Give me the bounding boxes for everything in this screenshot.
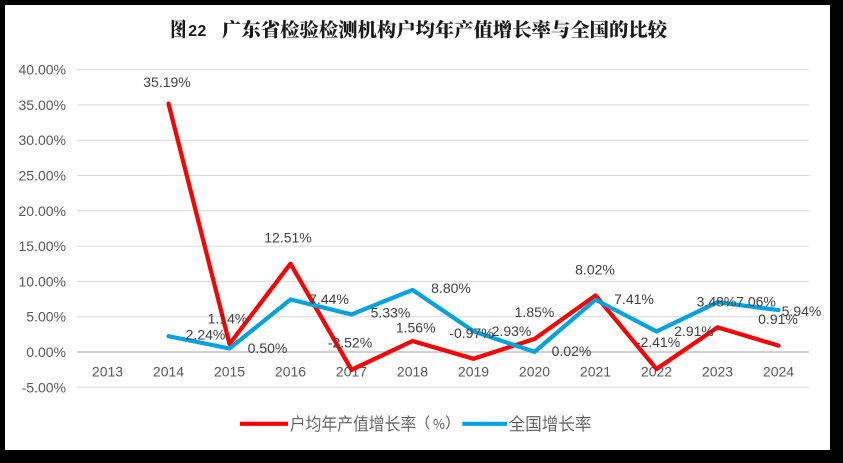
svg-text:-0.97%: -0.97% [449,325,493,341]
svg-text:7.41%: 7.41% [614,291,654,307]
svg-text:-2.52%: -2.52% [328,335,372,351]
svg-text:1.56%: 1.56% [396,320,436,336]
svg-text:7.06%: 7.06% [736,294,776,310]
svg-text:2023: 2023 [702,364,733,380]
svg-text:35.00%: 35.00% [19,97,66,113]
svg-text:22: 22 [188,23,206,40]
svg-text:2020: 2020 [519,364,550,380]
svg-text:0.00%: 0.00% [26,344,66,360]
svg-text:2021: 2021 [580,364,611,380]
svg-text:2013: 2013 [92,364,123,380]
svg-text:35.19%: 35.19% [143,74,190,90]
svg-text:10.00%: 10.00% [19,273,66,289]
svg-text:0.02%: 0.02% [552,343,592,359]
svg-text:7.44%: 7.44% [309,291,349,307]
svg-text:20.00%: 20.00% [19,203,66,219]
svg-text:25.00%: 25.00% [19,168,66,184]
svg-text:2022: 2022 [641,364,672,380]
svg-text:2019: 2019 [458,364,489,380]
svg-text:8.02%: 8.02% [575,261,615,277]
svg-text:0.91%: 0.91% [758,311,798,327]
svg-text:15.00%: 15.00% [19,238,66,254]
svg-text:3.48%: 3.48% [697,294,737,310]
svg-text:2018: 2018 [397,364,428,380]
svg-text:8.80%: 8.80% [431,280,471,296]
svg-text:5.00%: 5.00% [26,309,66,325]
svg-text:2024: 2024 [763,364,794,380]
svg-text:5.33%: 5.33% [371,305,411,321]
svg-text:2.93%: 2.93% [492,323,532,339]
svg-text:-5.00%: -5.00% [22,379,66,395]
svg-text:2016: 2016 [275,364,306,380]
svg-text:-2.41%: -2.41% [636,334,680,350]
svg-text:2014: 2014 [153,364,184,380]
svg-text:1.85%: 1.85% [515,304,555,320]
svg-text:30.00%: 30.00% [19,132,66,148]
svg-text:12.51%: 12.51% [264,230,311,246]
svg-text:2.91%: 2.91% [674,323,714,339]
svg-text:2015: 2015 [214,364,245,380]
svg-text:2.24%: 2.24% [186,327,226,343]
svg-text:40.00%: 40.00% [19,62,66,78]
svg-text:0.50%: 0.50% [248,340,288,356]
svg-text:5.94%: 5.94% [782,303,822,319]
svg-text:1.14%: 1.14% [208,311,248,327]
